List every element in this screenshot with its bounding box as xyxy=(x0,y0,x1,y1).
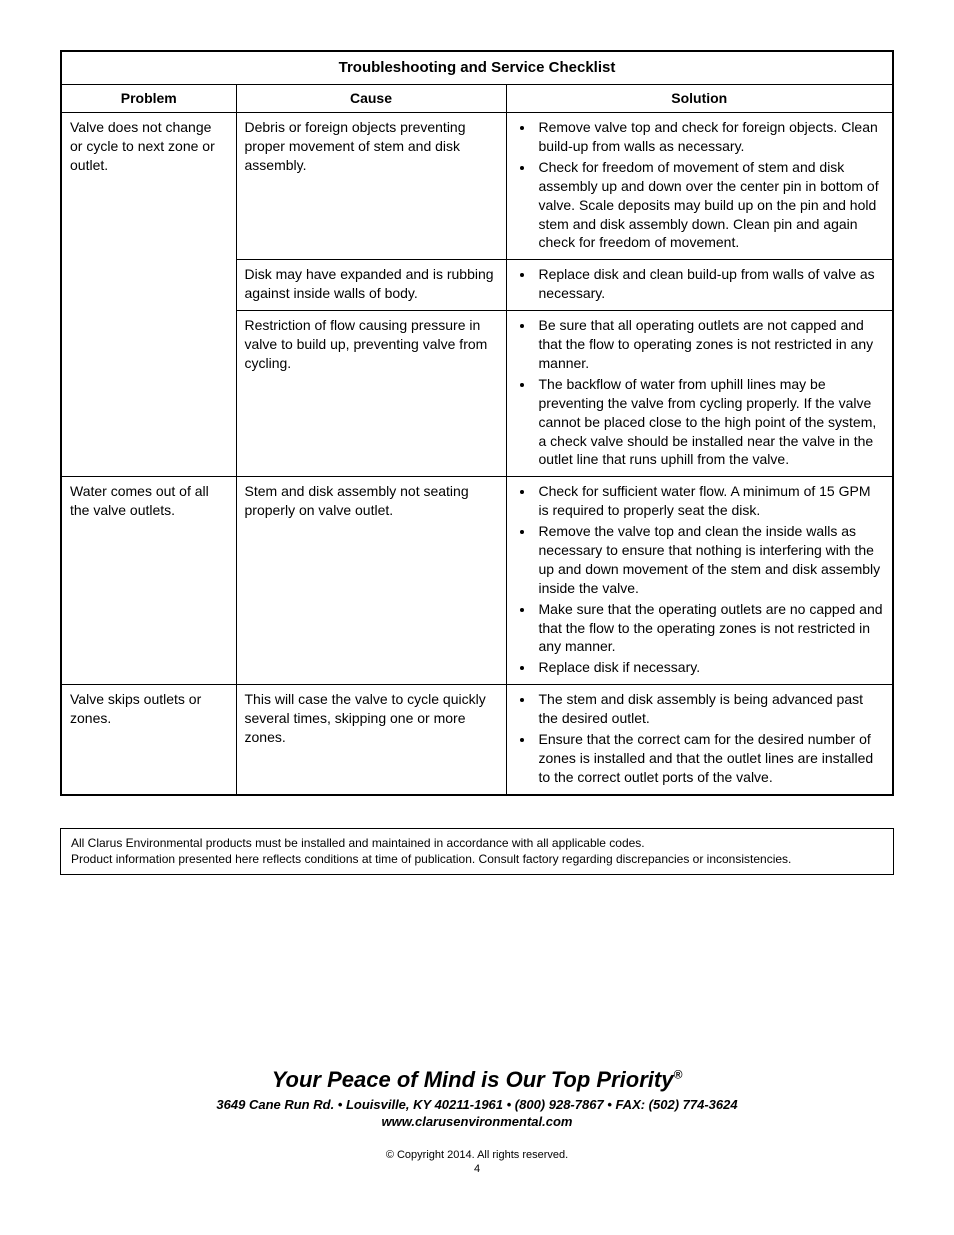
problem-cell: Valve does not change or cycle to next z… xyxy=(61,113,236,477)
table-row: Valve skips outlets or zones. This will … xyxy=(61,685,893,795)
address-line: 3649 Cane Run Rd. • Louisville, KY 40211… xyxy=(0,1097,954,1112)
column-header-cause: Cause xyxy=(236,85,506,113)
solution-item: Remove the valve top and clean the insid… xyxy=(535,522,885,598)
solution-cell: Replace disk and clean build-up from wal… xyxy=(506,260,893,311)
solution-item: Replace disk and clean build-up from wal… xyxy=(535,265,885,303)
cause-cell: Disk may have expanded and is rubbing ag… xyxy=(236,260,506,311)
solution-item: Be sure that all operating outlets are n… xyxy=(535,316,885,373)
table-row: Valve does not change or cycle to next z… xyxy=(61,113,893,260)
solution-item: Ensure that the correct cam for the desi… xyxy=(535,730,885,787)
cause-cell: This will case the valve to cycle quickl… xyxy=(236,685,506,795)
registered-mark: ® xyxy=(673,1068,682,1082)
notes-box: All Clarus Environmental products must b… xyxy=(60,828,894,876)
solution-cell: Be sure that all operating outlets are n… xyxy=(506,311,893,477)
cause-cell: Stem and disk assembly not seating prope… xyxy=(236,477,506,685)
troubleshooting-table: Troubleshooting and Service Checklist Pr… xyxy=(60,50,894,796)
note-line: Product information presented here refle… xyxy=(71,851,883,868)
solution-item: Check for sufficient water flow. A minim… xyxy=(535,482,885,520)
page-number: 4 xyxy=(0,1163,954,1175)
problem-cell: Water comes out of all the valve outlets… xyxy=(61,477,236,685)
tagline: Your Peace of Mind is Our Top Priority® xyxy=(0,1067,954,1093)
note-line: All Clarus Environmental products must b… xyxy=(71,835,883,852)
solution-item: The stem and disk assembly is being adva… xyxy=(535,690,885,728)
solution-item: Check for freedom of movement of stem an… xyxy=(535,158,885,252)
copyright-line: © Copyright 2014. All rights reserved. xyxy=(0,1149,954,1161)
column-header-problem: Problem xyxy=(61,85,236,113)
website-line: www.clarusenvironmental.com xyxy=(0,1114,954,1129)
problem-cell: Valve skips outlets or zones. xyxy=(61,685,236,795)
solution-cell: Check for sufficient water flow. A minim… xyxy=(506,477,893,685)
solution-cell: The stem and disk assembly is being adva… xyxy=(506,685,893,795)
solution-item: The backflow of water from uphill lines … xyxy=(535,375,885,469)
cause-cell: Debris or foreign objects preventing pro… xyxy=(236,113,506,260)
solution-item: Make sure that the operating outlets are… xyxy=(535,600,885,657)
solution-item: Remove valve top and check for foreign o… xyxy=(535,118,885,156)
tagline-text: Your Peace of Mind is Our Top Priority xyxy=(272,1067,674,1092)
column-header-solution: Solution xyxy=(506,85,893,113)
page-footer: Your Peace of Mind is Our Top Priority® … xyxy=(0,1067,954,1175)
table-row: Water comes out of all the valve outlets… xyxy=(61,477,893,685)
solution-item: Replace disk if necessary. xyxy=(535,658,885,677)
cause-cell: Restriction of flow causing pressure in … xyxy=(236,311,506,477)
table-title: Troubleshooting and Service Checklist xyxy=(61,51,893,85)
solution-cell: Remove valve top and check for foreign o… xyxy=(506,113,893,260)
